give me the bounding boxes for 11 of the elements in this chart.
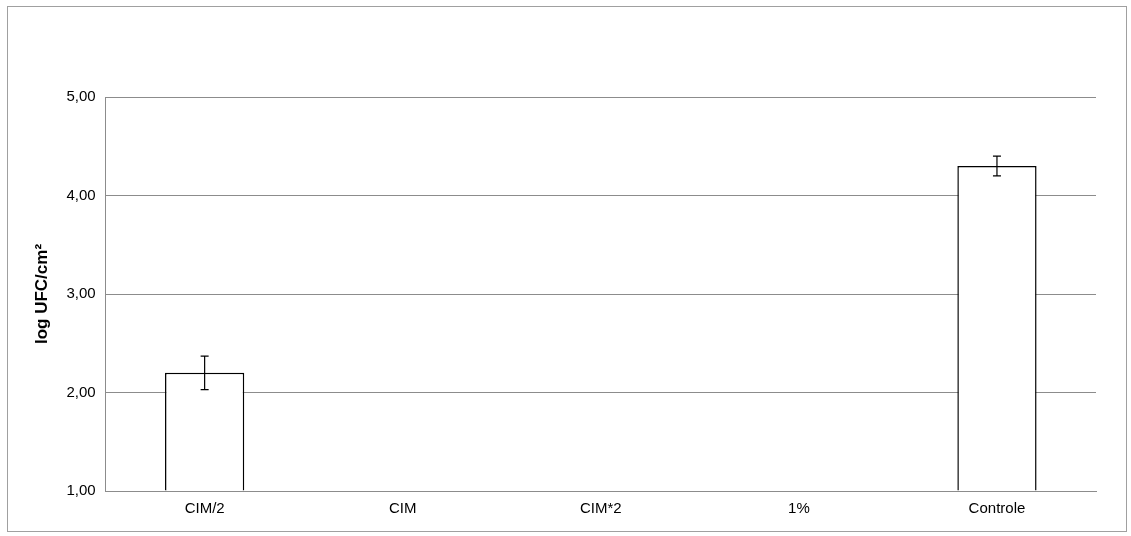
x-tick-label: CIM/2: [184, 499, 225, 517]
y-tick-label: 1,00: [66, 481, 96, 499]
y-axis-title: log UFC/cm²: [31, 243, 51, 345]
y-tick-label: 5,00: [66, 87, 96, 105]
y-tick-label: 2,00: [66, 382, 96, 400]
x-tick-label: CIM*2: [579, 499, 622, 517]
x-tick-label: Controle: [968, 499, 1026, 517]
x-tick-label: CIM: [388, 499, 417, 517]
x-tick-label: 1%: [788, 499, 810, 517]
y-tick-label: 4,00: [66, 185, 96, 203]
y-tick-label: 3,00: [66, 284, 96, 302]
